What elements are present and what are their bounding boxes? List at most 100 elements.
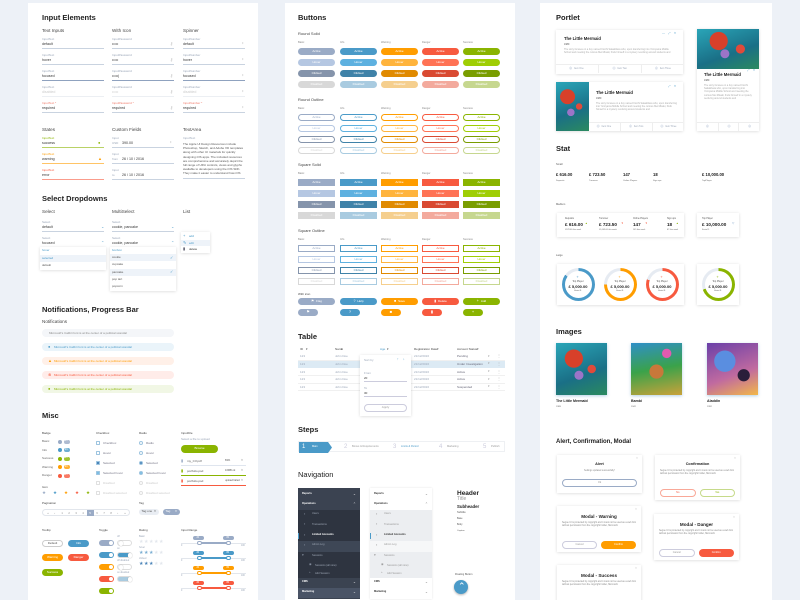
range-handle[interactable] [226, 540, 231, 545]
select-option[interactable]: selected [40, 254, 106, 262]
button-success-hover[interactable]: Hover [463, 190, 500, 197]
toggle-danger[interactable] [99, 576, 114, 582]
cancel-button[interactable]: Cancel [659, 549, 695, 557]
button-danger-active[interactable]: Active [422, 48, 459, 55]
button-warning-clicked[interactable]: Clicked [381, 201, 418, 208]
nav-item-sessions[interactable]: ▾ Sessions [370, 551, 432, 562]
yes-button[interactable]: Yes [699, 489, 735, 497]
button-danger-clicked[interactable]: Clicked [422, 136, 459, 143]
nav-item-sessions-all-view-[interactable]: ◉ Sessions (all view) [370, 561, 432, 570]
multiselect-option[interactable]: pancake ✓ [110, 268, 176, 276]
help-button[interactable]: ? Help [340, 298, 377, 305]
button-basic-hover[interactable]: Hover [298, 59, 335, 66]
textarea[interactable]: The Apple UI Design Resources include Ph… [183, 142, 244, 176]
the-little-mermaid-image[interactable] [556, 343, 607, 395]
button-success-hover[interactable]: Hover [463, 256, 500, 263]
page-button[interactable]: 6 [94, 510, 101, 516]
add-icon-button[interactable]: + [463, 309, 483, 316]
button-success-clicked[interactable]: Clicked [463, 136, 500, 143]
button-info-active[interactable]: Active [340, 245, 377, 252]
button-danger-clicked[interactable]: Clicked [422, 201, 459, 208]
portlet-action[interactable]: ◎ Item One [556, 64, 599, 73]
portlet-action[interactable]: ◎ Item One [589, 122, 621, 131]
step-3[interactable]: 3 Limits & Period [389, 442, 429, 453]
button-danger-active[interactable]: Active [422, 179, 459, 186]
page-button[interactable]: ‹ [52, 510, 59, 516]
delete-button[interactable]: ▮ Delete [422, 298, 459, 305]
tag[interactable]: Tag one × [139, 509, 159, 515]
floating-button[interactable]: ⌃ [454, 580, 468, 594]
button-danger-hover[interactable]: Hover [422, 125, 459, 132]
nav-item-transactions[interactable]: ▪ Transactions [298, 520, 360, 531]
portlet-action[interactable]: ◎ Item Three [640, 64, 683, 73]
range-handle[interactable] [226, 585, 231, 590]
step-1[interactable]: 1 Main [299, 442, 332, 453]
step-5[interactable]: 5 Publish [479, 442, 519, 453]
button-basic-clicked[interactable]: Clicked [298, 136, 335, 143]
toggle-success[interactable] [99, 588, 114, 594]
column-header-name[interactable]: Name [335, 347, 344, 351]
portlet-action[interactable]: ◎ Item Two [598, 64, 641, 73]
column-header-account-status[interactable]: Account Status [457, 347, 478, 351]
range-handle[interactable] [197, 585, 202, 590]
toggle-off[interactable] [117, 540, 132, 546]
confirm-button[interactable]: Confirm [601, 541, 636, 549]
multiselect-option[interactable]: cupcake [110, 261, 176, 268]
button-success-clicked[interactable]: Clicked [463, 201, 500, 208]
button-warning-clicked[interactable]: Clicked [381, 136, 418, 143]
checkbox[interactable] [96, 471, 100, 475]
button-success-clicked[interactable]: Clicked [463, 70, 500, 77]
nav-item-marketing[interactable]: Marketing ⌄ [370, 588, 432, 598]
page-button[interactable]: » [122, 510, 129, 516]
button-success-active[interactable]: Active [463, 245, 500, 252]
portlet-action[interactable]: ◎ [717, 122, 739, 131]
tag[interactable]: Tag × [163, 509, 180, 515]
portlet-action[interactable]: ◎ [738, 122, 759, 131]
button-danger-active[interactable]: Active [422, 114, 459, 121]
button-danger-clicked[interactable]: Clicked [422, 70, 459, 77]
page-button[interactable]: › [115, 510, 122, 516]
ok-button[interactable]: Ok [562, 479, 637, 487]
button-basic-active[interactable]: Active [298, 48, 335, 55]
button-basic-clicked[interactable]: Clicked [298, 70, 335, 77]
nav-item-operations[interactable]: Operations ⌃ [370, 500, 432, 510]
nav-item-admin-log[interactable]: ▪ Admin Log [298, 541, 360, 552]
aladdin-image[interactable] [707, 343, 758, 395]
page-button[interactable]: 5 [87, 510, 94, 516]
range-handle[interactable] [197, 570, 202, 575]
button-warning-clicked[interactable]: Clicked [381, 267, 418, 274]
nav-item-reports[interactable]: Reports ⌄ [370, 490, 432, 500]
button-warning-active[interactable]: Active [381, 179, 418, 186]
list-item-add[interactable]: + add [181, 233, 210, 240]
list-item-edit[interactable]: ✎ edit [181, 239, 210, 246]
button-warning-active[interactable]: Active [381, 114, 418, 121]
button-success-active[interactable]: Active [463, 114, 500, 121]
radio[interactable] [139, 451, 143, 455]
portlet-action[interactable]: ◎ Item Three [651, 122, 683, 131]
button-success-active[interactable]: Active [463, 48, 500, 55]
button-basic-hover[interactable]: Hover [298, 125, 335, 132]
range-handle[interactable] [226, 555, 231, 560]
nav-item-sessions[interactable]: ▾ Sessions [298, 551, 360, 562]
button-basic-active[interactable]: Active [298, 179, 335, 186]
button-success-hover[interactable]: Hover [463, 59, 500, 66]
button-warning-active[interactable]: Active [381, 48, 418, 55]
nav-item-cms[interactable]: CMS ⌄ [298, 578, 360, 588]
button-warning-clicked[interactable]: Clicked [381, 70, 418, 77]
nav-item-reports[interactable]: Reports ⌄ [298, 490, 360, 500]
button-success-hover[interactable]: Hover [463, 125, 500, 132]
multiselect-option[interactable]: bonbon [110, 247, 176, 254]
step-4[interactable]: 4 Marketing [435, 442, 475, 453]
nav-item-users[interactable]: ▪ Users [370, 510, 432, 521]
nav-item-add-session[interactable]: + Add Session [298, 569, 360, 578]
column-header-registration-date[interactable]: Registration Date [414, 347, 438, 351]
add-button[interactable]: + Add [463, 298, 500, 305]
checkbox[interactable] [96, 451, 100, 455]
button-success-clicked[interactable]: Clicked [463, 267, 500, 274]
button-warning-hover[interactable]: Hover [381, 59, 418, 66]
select-option[interactable]: default [40, 262, 106, 270]
button-basic-hover[interactable]: Hover [298, 190, 335, 197]
save-icon-button[interactable]: ■ [381, 309, 401, 316]
button-warning-active[interactable]: Active [381, 245, 418, 252]
button-success-active[interactable]: Active [463, 179, 500, 186]
